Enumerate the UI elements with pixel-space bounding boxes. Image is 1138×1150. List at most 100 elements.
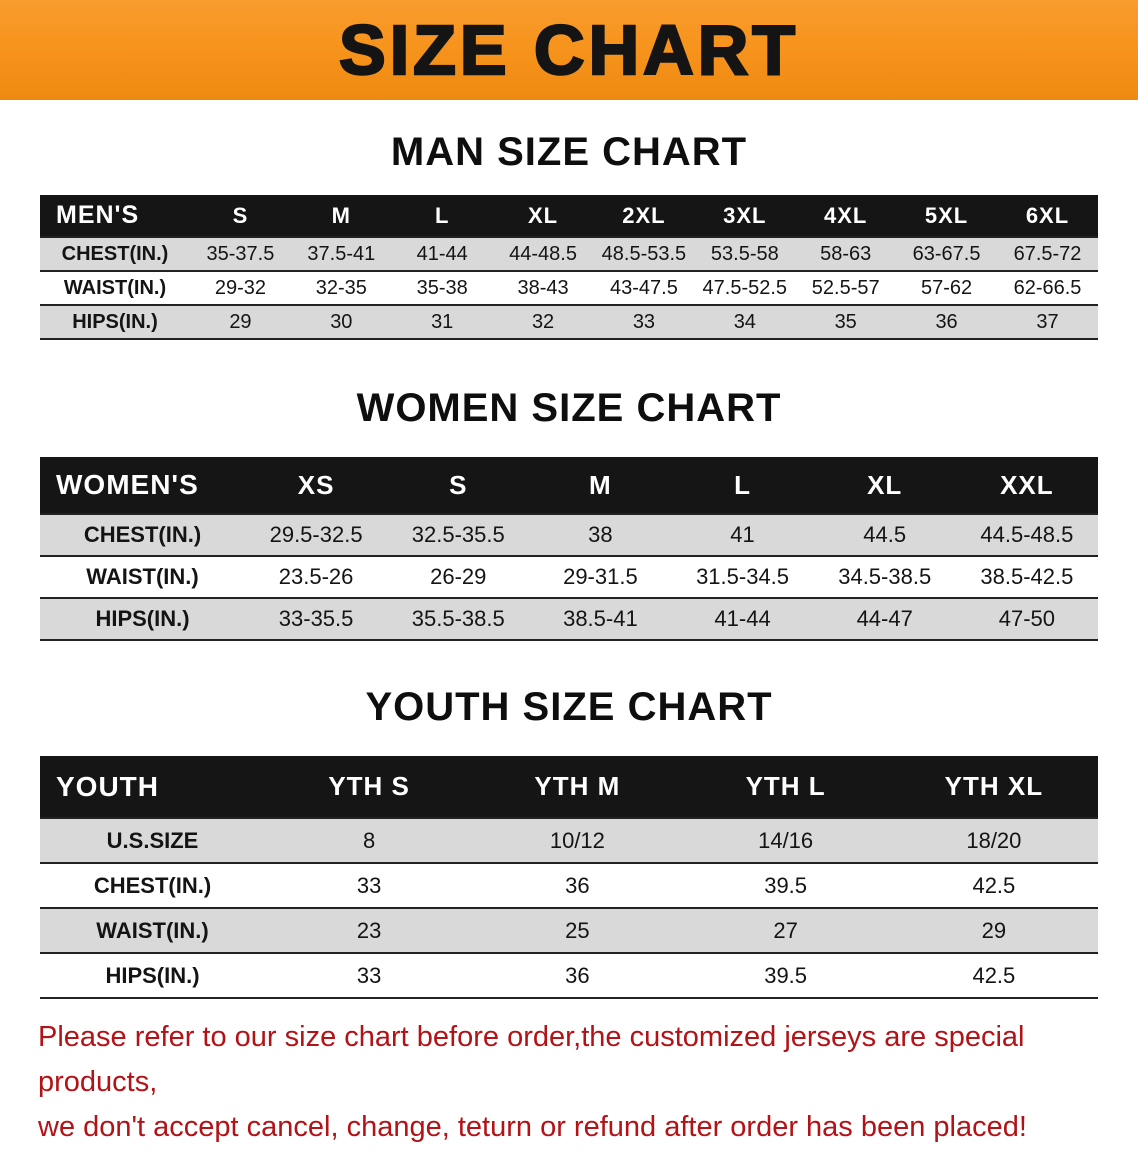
measurement-value-cell: 38.5-42.5	[980, 564, 1074, 589]
measurement-value-cell: 38	[588, 522, 613, 547]
measurement-value-cell: 41	[730, 522, 755, 547]
men-size-table: MEN'S S M L XL 2XL 3XL 4XL 5XL 6XL CHEST(IN.) 35-37…	[40, 195, 1098, 340]
measurement-label-cell: WAIST(IN.)	[63, 276, 167, 299]
measurement-value-cell: 52.5-57	[811, 276, 880, 299]
size-column-header: YTH XL	[889, 756, 1098, 818]
disclaimer-line-1: Please refer to our size chart before or…	[38, 1021, 1025, 1098]
youth-section-heading: YOUTH SIZE CHART	[365, 685, 773, 729]
measurement-value-cell: 30	[330, 310, 353, 333]
measurement-value-cell: 44.5	[863, 522, 907, 547]
measurement-label-cell: HIPS(IN.)	[72, 310, 158, 333]
measurement-value-cell: 32	[531, 310, 555, 333]
size-column-header: S	[387, 457, 530, 514]
measurement-value-cell: 38-43	[517, 276, 569, 299]
measurement-value-cell: 32.5-35.5	[411, 522, 505, 547]
measurement-value-cell: 48.5-53.5	[601, 242, 687, 265]
youth-size-table: YOUTH YTH S YTH M YTH L YTH XL U.S.SIZE 8 10/12…	[40, 756, 1098, 999]
measurement-value-cell: 42.5	[972, 872, 1016, 898]
size-column-header: 2XL	[593, 195, 695, 237]
measurement-label-cell: HIPS(IN.)	[95, 606, 190, 631]
measurement-value-cell: 36	[935, 310, 958, 333]
measurement-value-cell: 35-38	[416, 276, 468, 299]
measurement-value-cell: 57-62	[920, 276, 973, 299]
measurement-value-cell: 29-31.5	[563, 564, 638, 589]
measurement-value-cell: 23.5-26	[278, 564, 354, 589]
size-column-header: XL	[492, 195, 594, 237]
measurement-value-cell: 29	[981, 917, 1007, 943]
measurement-row: HIPS(IN.) 33-35.5 35.5-38.5 38.5-41 41-44 44-…	[40, 598, 1098, 640]
measurement-label-cell: WAIST(IN.)	[86, 564, 199, 589]
measurement-value-cell: 47-50	[998, 606, 1056, 631]
measurement-value-cell: 37.5-41	[307, 242, 376, 265]
size-column-header: S	[190, 195, 291, 237]
measurement-value-cell: 27	[773, 917, 798, 943]
measurement-value-cell: 67.5-72	[1013, 242, 1082, 265]
size-column-header: YTH M	[473, 756, 682, 818]
measurement-value-cell: 44.5-48.5	[980, 522, 1074, 547]
measurement-label-cell: CHEST(IN.)	[93, 872, 212, 898]
measurement-row: HIPS(IN.) 29 30 31 32 33 34 35 36 37	[40, 305, 1098, 339]
banner-title: SIZE CHART	[338, 11, 799, 89]
table-title-cell: YOUTH	[40, 756, 265, 818]
measurement-row: CHEST(IN.) 29.5-32.5 32.5-35.5 38 41 44.5 44.5…	[40, 514, 1098, 556]
size-table-header-row: YOUTH YTH S YTH M YTH L YTH XL	[40, 756, 1098, 818]
measurement-row: CHEST(IN.) 35-37.5 37.5-41 41-44 44-48.5 48.5…	[40, 237, 1098, 271]
measurement-value-cell: 29.5-32.5	[269, 522, 363, 547]
measurement-value-cell: 37	[1036, 310, 1059, 333]
measurement-value-cell: 63-67.5	[912, 242, 981, 265]
measurement-value-cell: 18/20	[966, 827, 1022, 853]
measurement-value-cell: 44-48.5	[509, 242, 577, 265]
measurement-value-cell: 47.5-52.5	[702, 276, 788, 299]
measurement-row: CHEST(IN.) 33 36 39.5 42.5	[40, 863, 1098, 908]
size-column-header: 3XL	[694, 195, 796, 237]
size-column-header: XXL	[955, 457, 1098, 514]
measurement-label-cell: U.S.SIZE	[106, 827, 199, 853]
measurement-row: WAIST(IN.) 29-32 32-35 35-38 38-43 43-47.5 47.…	[40, 271, 1098, 305]
table-title-cell: WOMEN'S	[40, 457, 245, 514]
order-disclaimer: Please refer to our size chart before or…	[0, 1015, 1138, 1150]
measurement-value-cell: 29-32	[214, 276, 267, 299]
measurement-value-cell: 26-29	[430, 564, 487, 589]
women-size-table: WOMEN'S XS S M L XL XXL CHEST(IN.) 29.5-32.5 32.5…	[40, 457, 1098, 641]
measurement-value-cell: 8	[363, 827, 376, 853]
measurement-value-cell: 36	[565, 962, 590, 988]
measurement-label-cell: CHEST(IN.)	[83, 522, 202, 547]
measurement-value-cell: 39.5	[764, 872, 808, 898]
measurement-label-cell: HIPS(IN.)	[105, 962, 200, 988]
size-column-header: L	[671, 457, 814, 514]
measurement-value-cell: 33	[356, 962, 382, 988]
size-column-header: XL	[813, 457, 956, 514]
measurement-value-cell: 31	[431, 310, 454, 333]
size-column-header: M	[529, 457, 672, 514]
measurement-value-cell: 32-35	[315, 276, 367, 299]
size-column-header: YTH L	[681, 756, 890, 818]
women-section-heading: WOMEN SIZE CHART	[356, 386, 782, 430]
measurement-value-cell: 14/16	[758, 827, 814, 853]
size-chart-banner: SIZE CHART	[0, 0, 1138, 100]
measurement-value-cell: 35.5-38.5	[411, 606, 505, 631]
measurement-value-cell: 31.5-34.5	[696, 564, 790, 589]
measurement-value-cell: 39.5	[764, 962, 808, 988]
size-column-header: YTH S	[265, 756, 474, 818]
size-table-header-row: WOMEN'S XS S M L XL XXL	[40, 457, 1098, 514]
size-column-header: 6XL	[997, 195, 1098, 237]
measurement-value-cell: 42.5	[972, 962, 1016, 988]
men-section-heading: MAN SIZE CHART	[390, 130, 748, 174]
measurement-value-cell: 33-35.5	[278, 606, 354, 631]
measurement-value-cell: 62-66.5	[1013, 276, 1082, 299]
measurement-label-cell: CHEST(IN.)	[61, 242, 169, 265]
measurement-value-cell: 35	[834, 310, 857, 333]
measurement-value-cell: 58-63	[820, 242, 872, 265]
measurement-row: WAIST(IN.) 23 25 27 29	[40, 908, 1098, 953]
measurement-value-cell: 43-47.5	[610, 276, 678, 299]
size-column-header: 5XL	[896, 195, 997, 237]
size-column-header: 4XL	[795, 195, 897, 237]
measurement-row: HIPS(IN.) 33 36 39.5 42.5	[40, 953, 1098, 998]
measurement-value-cell: 33	[632, 310, 656, 333]
measurement-value-cell: 23	[356, 917, 382, 943]
disclaimer-line-2: we don't accept cancel, change, teturn o…	[38, 1110, 1027, 1143]
measurement-row: U.S.SIZE 8 10/12 14/16 18/20	[40, 818, 1098, 863]
measurement-row: WAIST(IN.) 23.5-26 26-29 29-31.5 31.5-34.5 34…	[40, 556, 1098, 598]
measurement-value-cell: 44-47	[856, 606, 913, 631]
table-title-cell: MEN'S	[40, 195, 190, 237]
